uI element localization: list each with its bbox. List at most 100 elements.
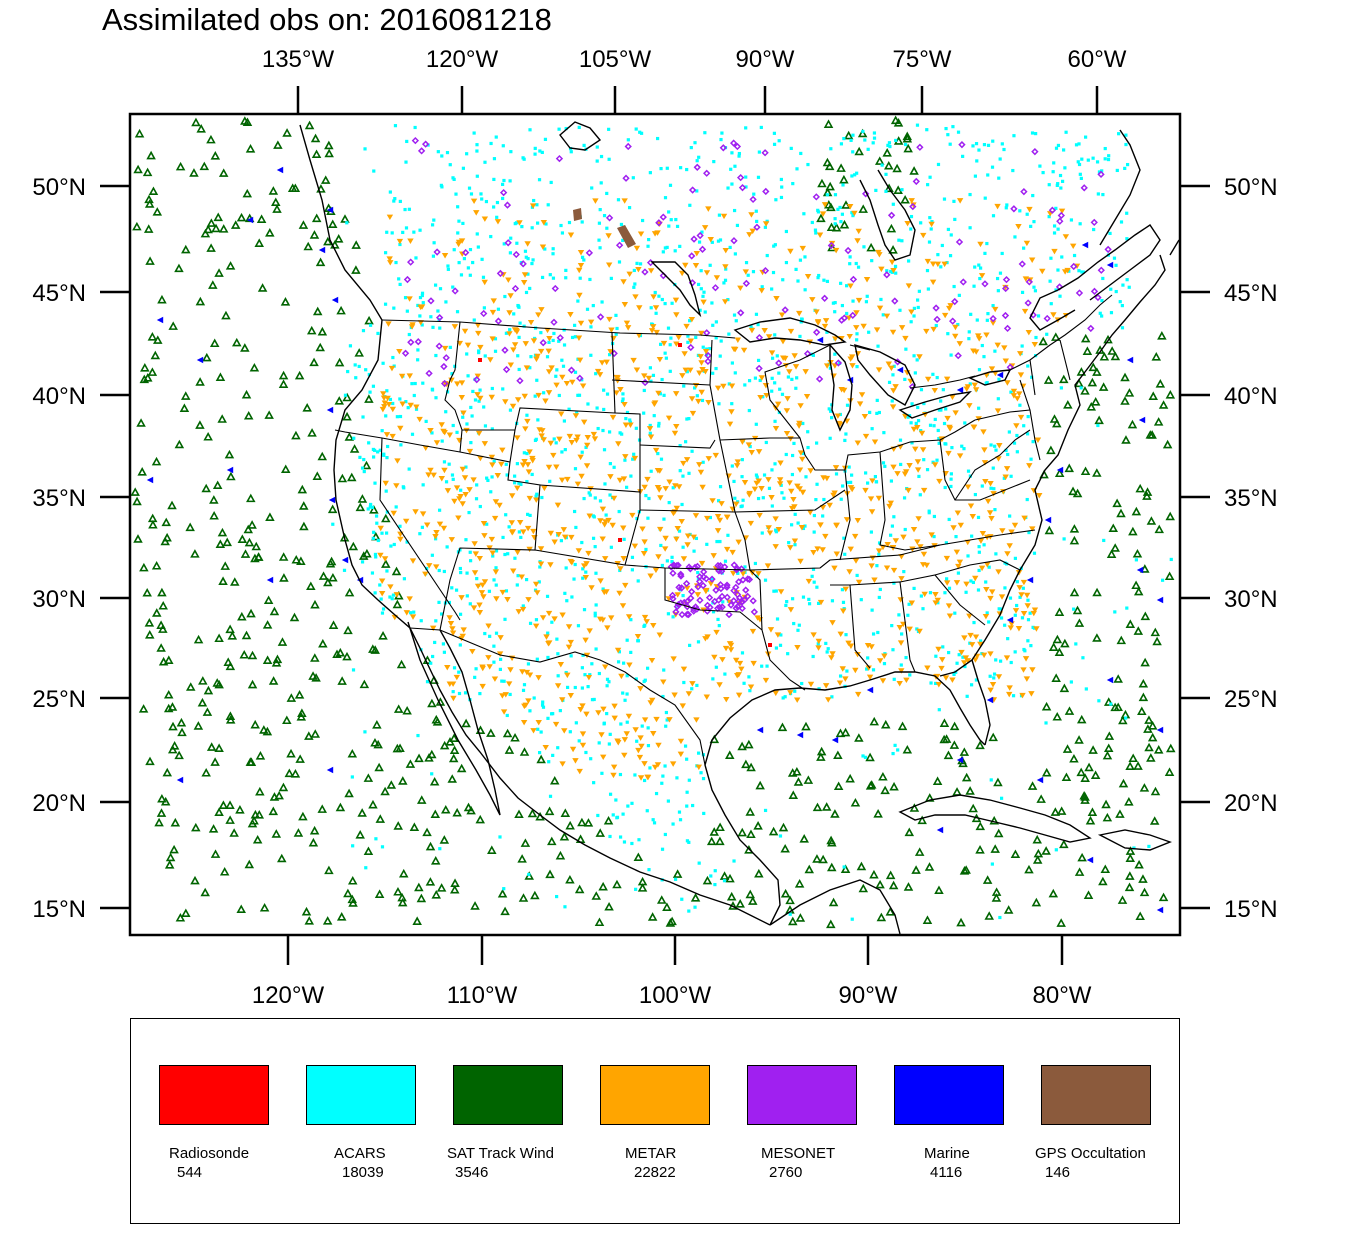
observation-marker bbox=[156, 808, 167, 817]
observation-marker bbox=[653, 716, 660, 723]
observation-marker bbox=[622, 174, 630, 182]
observation-marker bbox=[438, 326, 442, 330]
observation-marker bbox=[702, 575, 710, 583]
observation-marker bbox=[917, 815, 927, 825]
observation-marker bbox=[692, 549, 696, 553]
observation-marker bbox=[776, 477, 784, 483]
observation-marker bbox=[1010, 205, 1018, 213]
observation-marker bbox=[621, 302, 629, 308]
observation-marker bbox=[444, 664, 451, 671]
observation-marker bbox=[761, 395, 765, 399]
observation-marker bbox=[181, 244, 191, 254]
observation-marker bbox=[723, 514, 731, 521]
observation-marker bbox=[1015, 450, 1019, 454]
observation-marker bbox=[506, 331, 513, 337]
observation-marker bbox=[402, 705, 412, 715]
legend-label: SAT Track Wind bbox=[447, 1145, 554, 1162]
observation-marker bbox=[405, 309, 409, 313]
observation-marker bbox=[280, 297, 291, 306]
observation-marker bbox=[593, 545, 597, 549]
observation-marker bbox=[842, 676, 849, 682]
observation-marker bbox=[803, 524, 807, 528]
observation-marker bbox=[377, 552, 384, 559]
observation-marker bbox=[935, 646, 942, 653]
observation-marker bbox=[978, 266, 983, 270]
observation-marker bbox=[707, 581, 715, 587]
observation-marker bbox=[641, 268, 649, 276]
observation-marker bbox=[196, 356, 204, 364]
observation-marker bbox=[655, 742, 662, 749]
observation-marker bbox=[1074, 867, 1085, 876]
observation-marker bbox=[694, 335, 698, 340]
observation-marker bbox=[990, 844, 1000, 853]
observation-marker bbox=[980, 652, 988, 659]
observation-marker bbox=[773, 419, 777, 423]
observation-marker bbox=[543, 137, 548, 141]
observation-marker bbox=[441, 804, 451, 814]
observation-marker bbox=[699, 771, 703, 775]
observation-marker bbox=[1147, 732, 1158, 742]
observation-marker bbox=[1030, 375, 1034, 379]
observation-marker bbox=[961, 772, 972, 782]
observation-marker bbox=[206, 742, 217, 751]
observation-marker bbox=[466, 487, 473, 493]
observation-marker bbox=[685, 563, 693, 571]
observation-marker bbox=[474, 322, 482, 329]
observation-marker bbox=[482, 405, 486, 409]
observation-marker bbox=[755, 219, 759, 224]
observation-marker bbox=[573, 323, 577, 327]
observation-marker bbox=[427, 467, 434, 474]
observation-marker bbox=[711, 654, 718, 661]
observation-marker bbox=[781, 278, 785, 282]
observation-marker bbox=[957, 293, 961, 297]
observation-marker bbox=[601, 522, 608, 528]
observation-marker bbox=[855, 228, 862, 235]
observation-map: 135°W 120°W 105°W 90°W 75°W 60°W 120°W 1… bbox=[32, 46, 1277, 1009]
observation-marker bbox=[942, 421, 947, 426]
observation-marker bbox=[665, 166, 669, 170]
observation-marker bbox=[816, 210, 821, 214]
observation-marker bbox=[972, 634, 980, 640]
observation-marker bbox=[716, 617, 720, 622]
observation-marker bbox=[727, 647, 735, 653]
observation-marker bbox=[758, 378, 762, 383]
observation-marker bbox=[992, 487, 996, 491]
left-tick-label: 30°N bbox=[32, 586, 86, 613]
observation-marker bbox=[994, 342, 1001, 349]
legend-label: ACARS bbox=[334, 1145, 386, 1162]
observation-marker bbox=[688, 252, 696, 260]
observation-marker bbox=[763, 392, 770, 399]
observation-marker bbox=[887, 141, 892, 145]
observation-marker bbox=[364, 368, 368, 372]
observation-marker bbox=[955, 563, 962, 570]
observation-marker bbox=[398, 776, 408, 785]
observation-marker bbox=[180, 391, 191, 400]
observation-marker bbox=[488, 454, 496, 461]
observation-marker bbox=[596, 813, 600, 818]
observation-marker bbox=[430, 431, 434, 435]
observation-marker bbox=[492, 205, 496, 209]
observation-marker bbox=[770, 287, 774, 291]
observation-marker bbox=[974, 678, 979, 682]
florida-peninsula bbox=[971, 659, 991, 746]
observation-marker bbox=[855, 573, 859, 578]
observation-marker bbox=[929, 227, 933, 231]
observation-marker bbox=[533, 356, 540, 363]
observation-marker bbox=[1046, 445, 1056, 455]
observation-marker bbox=[671, 615, 675, 619]
observation-marker bbox=[440, 439, 444, 443]
observation-marker bbox=[855, 579, 863, 586]
observation-marker bbox=[573, 335, 578, 339]
observation-marker bbox=[791, 182, 795, 186]
observation-marker bbox=[527, 808, 538, 818]
observation-marker bbox=[444, 488, 452, 494]
observation-marker bbox=[1092, 587, 1102, 597]
observation-marker bbox=[580, 419, 588, 426]
observation-marker bbox=[688, 203, 692, 207]
observation-marker bbox=[990, 165, 995, 169]
observation-marker bbox=[432, 241, 436, 245]
observation-marker bbox=[133, 534, 143, 543]
observation-marker bbox=[756, 175, 761, 179]
observation-marker bbox=[668, 183, 673, 187]
observation-marker bbox=[611, 715, 618, 722]
